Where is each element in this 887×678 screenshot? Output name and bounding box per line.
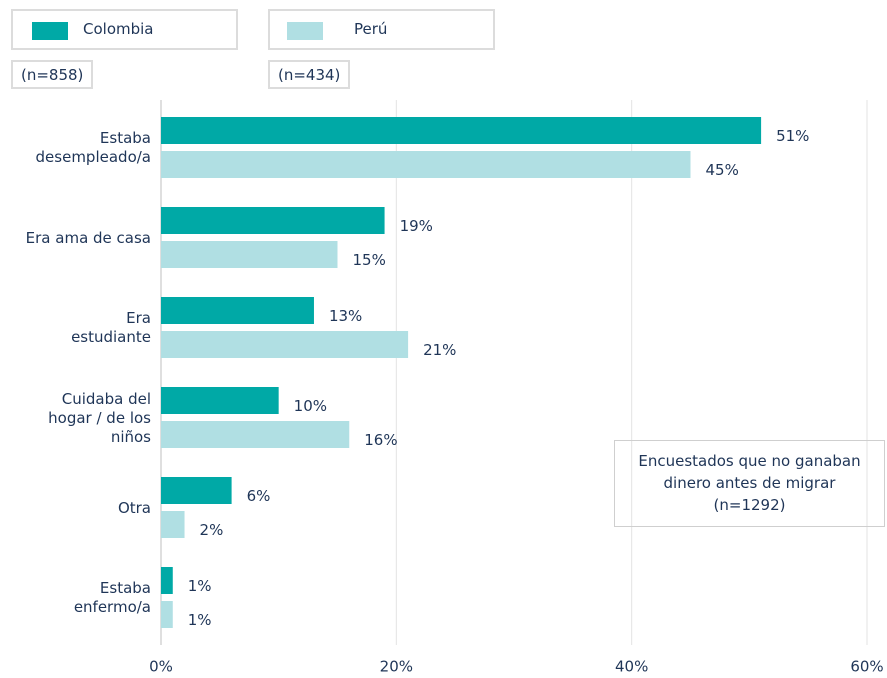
data-label: 6%: [247, 487, 271, 505]
data-label: 2%: [200, 521, 224, 539]
y-tick-label: Estaba enfermo/a: [73, 579, 151, 616]
data-label: 16%: [364, 431, 397, 449]
bar: [161, 477, 232, 504]
data-label: 1%: [188, 577, 212, 595]
bar: [161, 117, 762, 144]
legend-item: Colombia: [11, 9, 238, 50]
legend-label: Colombia: [83, 20, 154, 38]
bar: [161, 421, 350, 448]
bar: [161, 331, 409, 358]
x-tick-label: 0%: [149, 658, 173, 676]
note: Encuestados que no ganaban dinero antes …: [614, 440, 885, 527]
data-label: 45%: [706, 161, 739, 179]
legend-swatch: [287, 22, 323, 40]
sample-size: (n=858): [11, 60, 94, 89]
legend-label: Perú: [354, 20, 388, 38]
data-label: 10%: [294, 397, 327, 415]
bar: [161, 567, 173, 594]
legend-swatch: [32, 22, 68, 40]
x-tick-label: 20%: [380, 658, 413, 676]
x-tick-label: 60%: [850, 658, 883, 676]
y-tick-label: Era ama de casa: [25, 228, 151, 247]
bar: [161, 511, 185, 538]
y-tick-label: Cuidaba del hogar / de los niños: [48, 389, 151, 446]
bar: [161, 151, 691, 178]
data-label: 13%: [329, 307, 362, 325]
bar: [161, 297, 314, 324]
sample-size: (n=434): [268, 60, 351, 89]
bar: [161, 387, 279, 414]
data-label: 51%: [776, 127, 809, 145]
y-tick-label: Estaba desempleado/a: [35, 129, 151, 166]
bar: [161, 241, 338, 268]
data-label: 21%: [423, 341, 456, 359]
x-tick-label: 40%: [615, 658, 648, 676]
data-label: 15%: [353, 251, 386, 269]
bar: [161, 601, 173, 628]
legend-item: Perú: [268, 9, 495, 50]
data-label: 19%: [400, 217, 433, 235]
bar: [161, 207, 385, 234]
y-tick-label: Era estudiante: [71, 309, 151, 346]
data-label: 1%: [188, 611, 212, 629]
y-tick-label: Otra: [117, 498, 151, 517]
